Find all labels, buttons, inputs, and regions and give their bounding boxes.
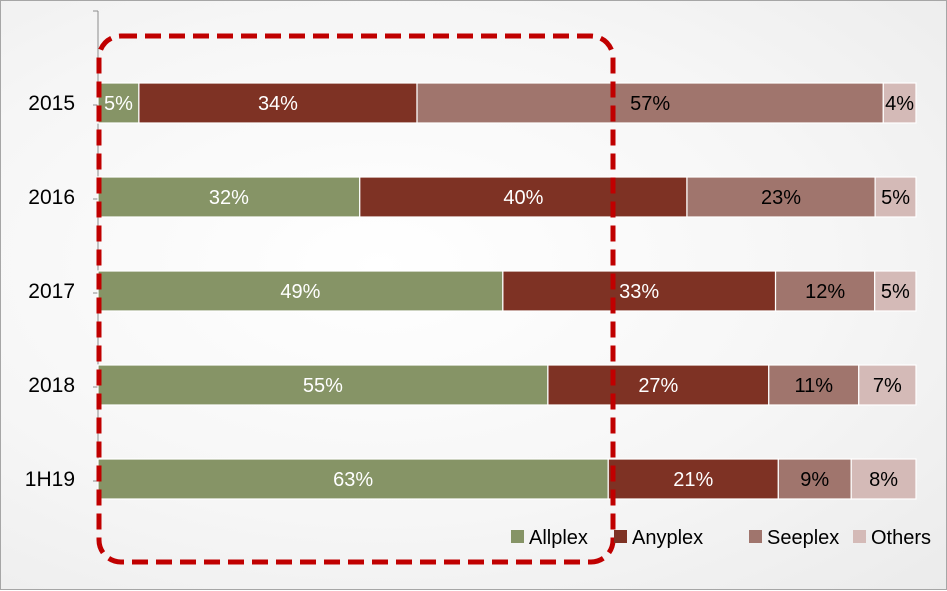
bar-others-2018 — [858, 364, 917, 406]
legend-item-seeplex: Seeplex — [749, 527, 839, 549]
legend-item-others: Others — [853, 527, 931, 549]
legend-swatch-others — [853, 530, 866, 543]
data-label-seeplex-2016: 23% — [761, 187, 801, 209]
category-label-2017: 2017 — [28, 280, 75, 303]
bar-seeplex-1h19 — [777, 458, 852, 500]
category-label-1h19: 1H19 — [25, 468, 75, 491]
highlight-box — [96, 33, 616, 565]
data-label-anyplex-2018: 27% — [638, 375, 678, 397]
data-labels: 5% 34% 57% 4% 32% 40% 23% 5% 49% 33% 12% 5% 55% 27% 11… — [104, 93, 914, 491]
legend-swatch-anyplex — [614, 530, 627, 543]
bar-seeplex-2015 — [416, 82, 884, 124]
data-label-seeplex-2017: 12% — [805, 281, 845, 303]
legend-label-allplex: Allplex — [529, 527, 588, 549]
data-label-anyplex-2017: 33% — [619, 281, 659, 303]
category-label-2015: 2015 — [28, 92, 75, 115]
data-label-seeplex-1h19: 9% — [800, 469, 829, 491]
bar-seeplex-2017 — [774, 270, 876, 312]
bar-allplex-2017 — [97, 270, 504, 312]
bar-allplex-2015 — [97, 82, 140, 124]
data-label-allplex-2018: 55% — [303, 375, 343, 397]
data-label-seeplex-2018: 11% — [794, 375, 833, 397]
data-label-anyplex-2015: 34% — [258, 93, 298, 115]
legend-swatch-allplex — [511, 530, 524, 543]
data-label-anyplex-1h19: 21% — [673, 469, 713, 491]
data-label-seeplex-2015: 57% — [630, 93, 670, 115]
legend: Allplex Anyplex Seeplex Others — [511, 527, 931, 549]
data-label-anyplex-2016: 40% — [503, 187, 543, 209]
data-label-others-1h19: 8% — [869, 469, 898, 491]
bar-allplex-2016 — [97, 176, 361, 218]
bars — [97, 82, 917, 500]
bar-others-2016 — [874, 176, 917, 218]
category-axis: 2015 2016 2017 2018 1H19 — [25, 10, 99, 491]
bar-anyplex-2015 — [138, 82, 418, 124]
data-label-others-2018: 7% — [873, 375, 902, 397]
data-label-allplex-2017: 49% — [280, 281, 320, 303]
highlight-rectangle — [96, 33, 616, 565]
bar-others-2015 — [882, 82, 917, 124]
data-label-others-2016: 5% — [881, 187, 910, 209]
data-label-allplex-2015: 5% — [104, 93, 133, 115]
legend-item-allplex: Allplex — [511, 527, 588, 549]
bar-anyplex-2016 — [359, 176, 688, 218]
legend-label-anyplex: Anyplex — [632, 527, 703, 549]
category-label-2018: 2018 — [28, 374, 75, 397]
bar-anyplex-2018 — [547, 364, 770, 406]
category-label-2016: 2016 — [28, 186, 75, 209]
bar-seeplex-2018 — [768, 364, 860, 406]
bar-allplex-2018 — [97, 364, 549, 406]
data-label-others-2015: 4% — [885, 93, 914, 115]
bar-others-2017 — [874, 270, 917, 312]
data-label-others-2017: 5% — [881, 281, 910, 303]
bar-others-1h19 — [850, 458, 917, 500]
data-label-allplex-1h19: 63% — [333, 469, 373, 491]
legend-item-anyplex: Anyplex — [614, 527, 703, 549]
legend-label-others: Others — [871, 527, 931, 549]
legend-swatch-seeplex — [749, 530, 762, 543]
data-label-allplex-2016: 32% — [209, 187, 249, 209]
legend-label-seeplex: Seeplex — [767, 527, 839, 549]
bar-allplex-1h19 — [97, 458, 609, 500]
